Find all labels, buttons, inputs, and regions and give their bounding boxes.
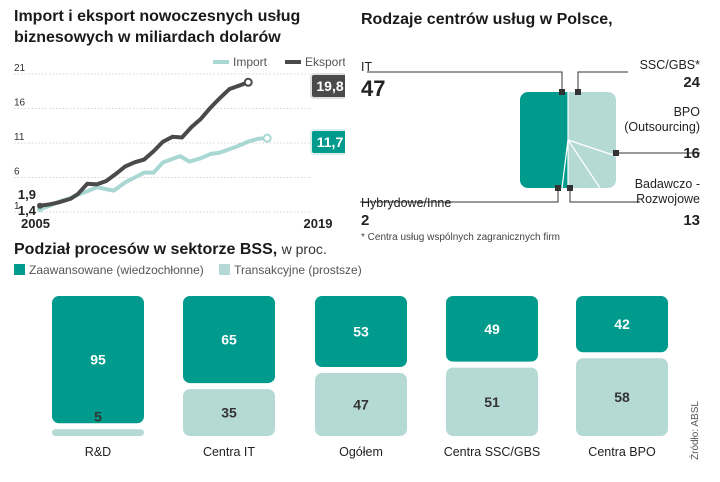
bar-category-label: Centra SSC/GBS (444, 445, 541, 459)
legend-transactional-swatch (219, 264, 231, 275)
bar-transactional (576, 358, 668, 436)
bar-transactional (315, 373, 407, 436)
bss-chart: 95 5 R&D 65 35 Centra IT 53 47 Ogółem 49 51 Centra … (52, 296, 668, 459)
bar-transactional (183, 389, 275, 436)
bar-category-label: Centra IT (203, 445, 255, 459)
end-label-import-box (310, 129, 345, 155)
cat-hybrid-value: 2 (361, 212, 370, 229)
y-tick-label: 11 (14, 132, 25, 143)
start-label-import: 1,4 (18, 203, 37, 218)
end-label-export-box (310, 73, 345, 99)
start-label-export: 1,9 (18, 187, 36, 202)
series-line-eksport (38, 80, 251, 208)
legend-advanced-swatch (14, 264, 25, 275)
bar-value-transactional: 58 (614, 389, 630, 405)
series-end-point (262, 133, 272, 143)
end-label-import: 11,7 (317, 134, 344, 150)
cat-it-value: 47 (361, 76, 386, 101)
centres-diagram (360, 71, 700, 203)
bar-advanced (315, 296, 407, 368)
series-end-point (243, 77, 253, 87)
y-tick-label: 1 (14, 201, 20, 212)
bss-legend: Zaawansowane (wiedzochłonne) Transakcyjn… (14, 263, 362, 277)
source-note: Źródło: ABSL (690, 401, 701, 460)
x-axis-start: 2005 (21, 216, 50, 230)
end-label-export: 19,8 (316, 78, 343, 94)
line-chart-title: Import i eksport nowoczesnych usług bizn… (14, 8, 301, 46)
bar-advanced (183, 296, 275, 384)
legend-export-label: Eksport (305, 55, 345, 69)
y-tick-label: 21 (14, 63, 26, 74)
bar-value-advanced: 49 (484, 321, 500, 337)
cat-rd-label: Badawczo -Rozwojowe (634, 177, 700, 206)
bss-title: Podział procesów w sektorze BSS, w proc. (14, 241, 327, 258)
bar-category-label: Centra BPO (588, 445, 656, 459)
bar-advanced (576, 296, 668, 353)
legend-advanced-label: Zaawansowane (wiedzochłonne) (29, 263, 204, 277)
cat-hybrid-label: Hybrydowe/Inne (361, 196, 452, 210)
legend-import-label: Import (233, 55, 268, 69)
cat-ssc-label: SSC/GBS* (639, 58, 700, 72)
bar-value-transactional: 47 (353, 397, 369, 413)
bar-value-transactional: 51 (484, 394, 500, 410)
bar-category-label: Ogółem (339, 445, 383, 459)
cat-bpo-label: BPO (Outsourcing) (624, 105, 700, 134)
cat-ssc-value: 24 (683, 74, 700, 91)
bar-value-transactional: 35 (221, 405, 237, 421)
cat-it-label: IT (361, 60, 373, 74)
x-axis-end: 2019 (304, 216, 333, 230)
cat-bpo-value: 16 (683, 145, 700, 162)
bar-value-advanced: 95 (90, 352, 106, 368)
bar-value-advanced: 42 (614, 316, 630, 332)
bar-value-advanced: 65 (221, 332, 237, 348)
y-tick-label: 6 (14, 167, 20, 178)
centres-footnote: * Centra usług wspólnych zagranicznych f… (361, 232, 560, 243)
bar-advanced (52, 296, 144, 424)
bar-value-advanced: 53 (353, 324, 369, 340)
bar-transactional (446, 367, 538, 436)
segment-it (520, 92, 568, 188)
centres-title: Rodzaje centrów usług w Polsce, (361, 11, 613, 28)
cat-rd-value: 13 (683, 212, 700, 229)
bar-category-label: R&D (85, 445, 111, 459)
y-tick-label: 16 (14, 98, 26, 109)
series-start-point (37, 202, 43, 209)
bar-transactional (52, 429, 144, 436)
bar-advanced (446, 296, 538, 362)
legend-transactional-label: Transakcyjne (prostsze) (234, 263, 362, 277)
bar-value-transactional: 5 (94, 408, 102, 424)
